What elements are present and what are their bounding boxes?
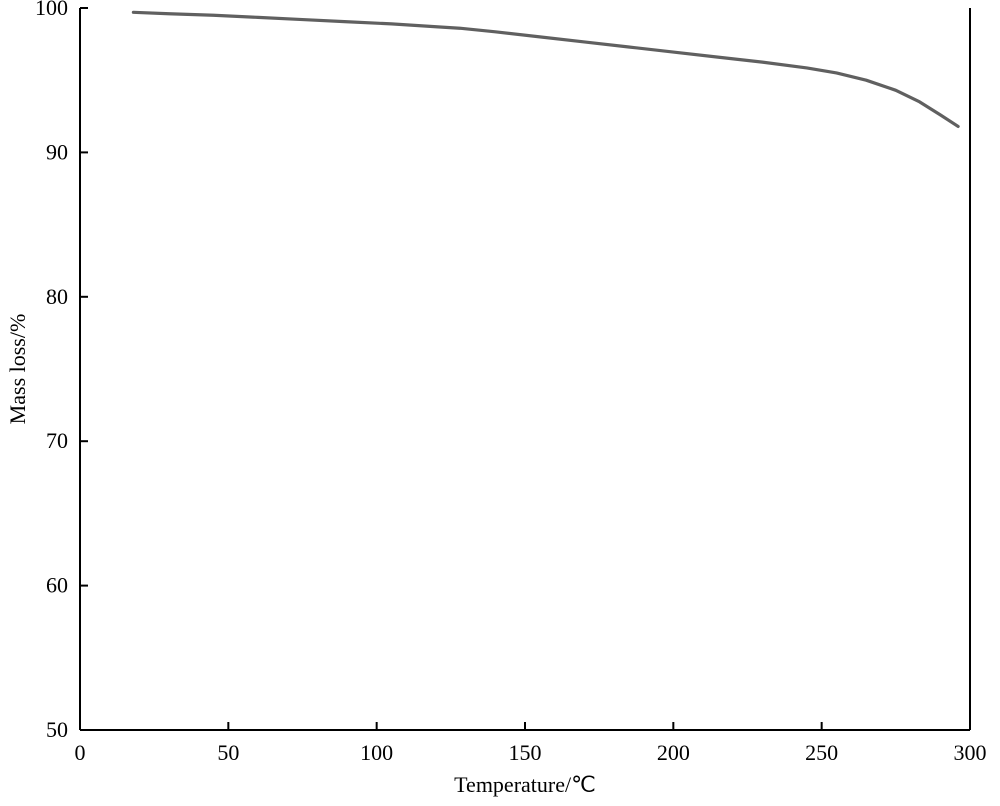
x-tick-label: 300 xyxy=(954,740,987,765)
y-tick-label: 50 xyxy=(46,717,68,742)
y-tick-label: 80 xyxy=(46,284,68,309)
x-tick-label: 150 xyxy=(509,740,542,765)
x-tick-label: 200 xyxy=(657,740,690,765)
tga-chart: 0 50 100 150 200 250 300 50 60 70 80 90 100 Temperatu… xyxy=(0,0,1000,806)
x-tick-label: 250 xyxy=(805,740,838,765)
y-tick-label: 100 xyxy=(35,0,68,20)
y-tick-label: 90 xyxy=(46,139,68,164)
x-tick-label: 100 xyxy=(360,740,393,765)
x-tick-label: 50 xyxy=(217,740,239,765)
x-tick-label: 0 xyxy=(75,740,86,765)
x-axis-label: Temperature/℃ xyxy=(454,772,596,797)
y-tick-label: 70 xyxy=(46,428,68,453)
y-axis-label: Mass loss/% xyxy=(5,314,30,425)
y-tick-label: 60 xyxy=(46,573,68,598)
chart-svg: 0 50 100 150 200 250 300 50 60 70 80 90 100 Temperatu… xyxy=(0,0,1000,806)
